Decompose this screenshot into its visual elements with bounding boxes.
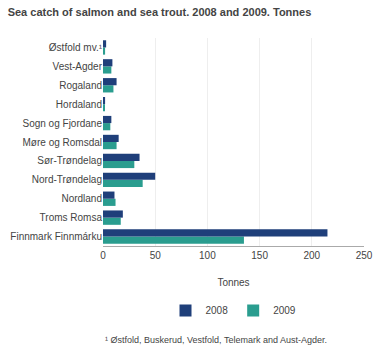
svg-text:100: 100 (199, 250, 216, 261)
svg-text:0: 0 (100, 250, 106, 261)
svg-text:2009: 2009 (273, 305, 296, 316)
svg-text:150: 150 (251, 250, 268, 261)
svg-text:Sør-Trøndelag: Sør-Trøndelag (37, 155, 102, 166)
svg-text:200: 200 (303, 250, 320, 261)
svg-text:Sogn og Fjordane: Sogn og Fjordane (22, 118, 102, 129)
svg-text:50: 50 (150, 250, 162, 261)
svg-text:Finnmark Finnmárku: Finnmark Finnmárku (10, 231, 102, 242)
svg-text:¹ Østfold, Buskerud, Vestfold,: ¹ Østfold, Buskerud, Vestfold, Telemark … (105, 335, 327, 345)
svg-text:Nord-Trøndelag: Nord-Trøndelag (32, 174, 102, 185)
svg-text:Møre og Romsdal: Møre og Romsdal (23, 137, 102, 148)
svg-text:250: 250 (356, 250, 373, 261)
svg-text:Vest-Agder: Vest-Agder (53, 61, 103, 72)
svg-text:Nordland: Nordland (61, 193, 102, 204)
svg-text:Rogaland: Rogaland (59, 80, 102, 91)
svg-text:Østfold mv.¹: Østfold mv.¹ (49, 42, 103, 53)
svg-text:Sea catch of salmon and sea tr: Sea catch of salmon and sea trout. 2008 … (8, 6, 312, 18)
svg-text:Tonnes: Tonnes (217, 277, 249, 288)
svg-text:2008: 2008 (206, 305, 229, 316)
svg-text:Troms Romsa: Troms Romsa (40, 212, 103, 223)
svg-text:Hordaland: Hordaland (56, 99, 102, 110)
